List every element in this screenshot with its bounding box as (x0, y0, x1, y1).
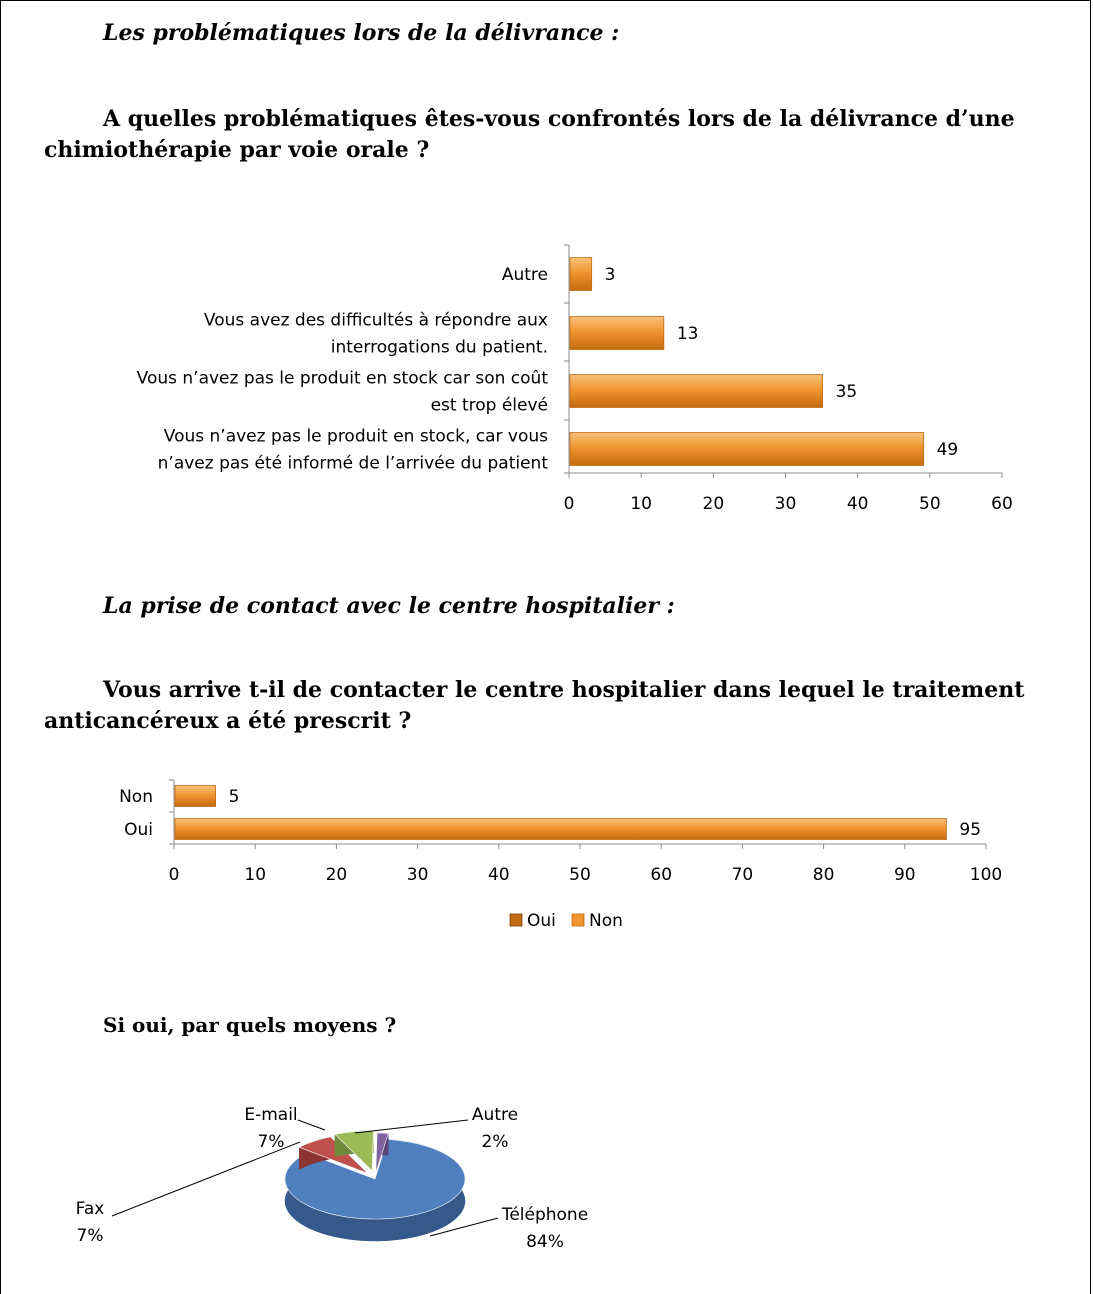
slice-label: Autre (472, 1105, 518, 1125)
pie-slice (284, 1139, 466, 1220)
question-contact-line1: Vous arrive t-il de contacter le centre … (103, 677, 1025, 703)
x-tick-label: 100 (970, 865, 1002, 885)
category-label: n’avez pas été informé de l’arrivée du p… (158, 454, 549, 474)
category-label: interrogations du patient. (331, 338, 548, 358)
x-tick-label: 60 (650, 865, 672, 885)
section-heading-moyens: Si oui, par quels moyens ? (103, 1013, 397, 1037)
x-tick-label: 40 (488, 865, 510, 885)
question-delivrance-line2: chimiothérapie par voie orale ? (44, 137, 430, 163)
category-label: Autre (502, 265, 548, 285)
section-heading-contact: La prise de contact avec le centre hospi… (103, 593, 675, 619)
data-label: 95 (959, 820, 981, 840)
section-heading-delivrance: Les problématiques lors de la délivrance… (103, 20, 620, 46)
x-tick-label: 0 (564, 494, 575, 514)
slice-percent: 84% (526, 1232, 564, 1252)
category-label: est trop élevé (431, 396, 548, 416)
x-tick-label: 20 (703, 494, 725, 514)
legend-label-non: Non (589, 911, 623, 931)
leader-line (297, 1119, 326, 1131)
pie-slice (298, 1136, 368, 1174)
x-tick-label: 10 (244, 865, 266, 885)
slice-percent: 7% (77, 1226, 104, 1246)
x-tick-label: 0 (169, 865, 180, 885)
leader-line (429, 1217, 499, 1237)
slice-label: Fax (76, 1199, 105, 1219)
category-label: Vous n’avez pas le produit en stock car … (137, 369, 549, 389)
slice-percent: 7% (258, 1132, 285, 1152)
question-delivrance-line1: A quelles problématiques êtes-vous confr… (103, 106, 1015, 132)
bar (569, 374, 823, 408)
legend-swatch-oui (509, 913, 523, 927)
x-tick-label: 30 (407, 865, 429, 885)
bar (569, 257, 593, 291)
chart-contact: 0 10 20 30 40 50 60 70 80 90 100 95 Oui 5 Non Oui Non (119, 779, 1002, 931)
pie-slice (375, 1132, 389, 1174)
bar (569, 316, 665, 350)
data-label: 35 (836, 382, 858, 402)
x-tick-label: 30 (775, 494, 797, 514)
x-tick-label: 40 (847, 494, 869, 514)
category-label: Vous n’avez pas le produit en stock, car… (164, 427, 548, 447)
x-tick-label: 90 (894, 865, 916, 885)
leader-line (354, 1119, 469, 1134)
data-label: 5 (229, 787, 240, 807)
x-tick-label: 80 (813, 865, 835, 885)
legend-label-oui: Oui (527, 911, 556, 931)
data-label: 3 (605, 265, 616, 285)
x-tick-label: 50 (919, 494, 941, 514)
chart-problematiques: 0 10 20 30 40 50 60 49 Vous n’avez pas le produi… (137, 244, 1013, 514)
slice-label: E-mail (244, 1105, 297, 1125)
x-tick-label: 60 (991, 494, 1013, 514)
chart-moyens: Téléphone 84% Fax 7% E-mail 7% Autre 2% (76, 1105, 589, 1252)
x-tick-label: 70 (732, 865, 754, 885)
category-label: Oui (124, 820, 153, 840)
slice-percent: 2% (482, 1132, 509, 1152)
leader-line (111, 1141, 301, 1217)
question-contact-line2: anticancéreux a été prescrit ? (44, 708, 412, 734)
bar (174, 785, 216, 807)
bar (174, 818, 947, 840)
legend-swatch-non (571, 913, 585, 927)
bar (569, 432, 925, 466)
x-tick-label: 50 (569, 865, 591, 885)
data-label: 49 (937, 440, 959, 460)
slice-label: Téléphone (501, 1205, 588, 1225)
category-label: Vous avez des difficultés à répondre aux (204, 311, 548, 331)
x-tick-label: 10 (630, 494, 652, 514)
x-tick-label: 20 (326, 865, 348, 885)
data-label: 13 (677, 324, 699, 344)
category-label: Non (119, 787, 153, 807)
